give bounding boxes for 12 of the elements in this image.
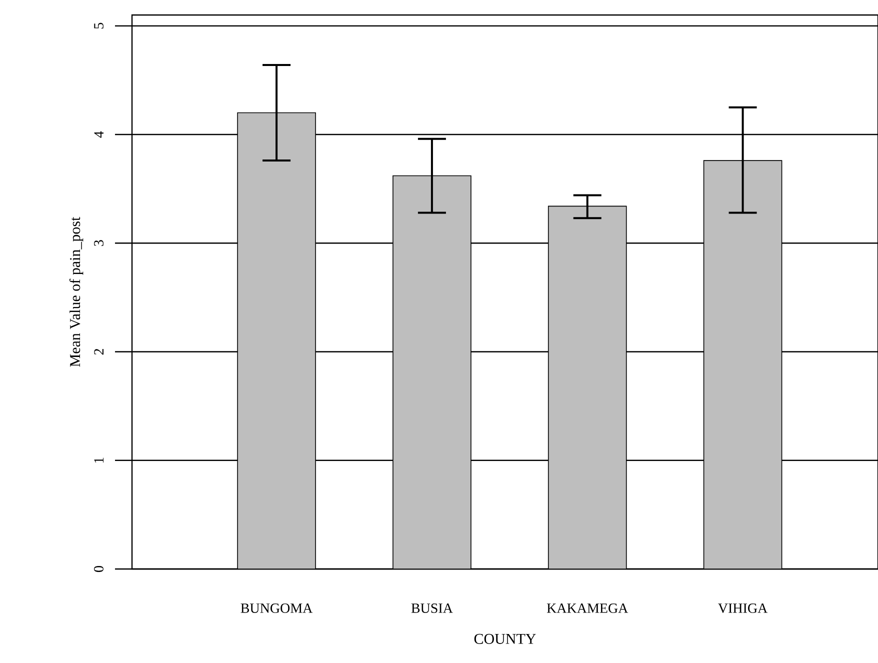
x-tick-label: BUNGOMA <box>240 604 313 613</box>
x-axis-title: COUNTY <box>474 634 536 644</box>
x-tick-label: VIHIGA <box>718 604 768 614</box>
y-tick-label: 5 <box>94 22 104 29</box>
y-tick-label: 3 <box>94 240 104 246</box>
y-tick-label: 4 <box>94 131 104 138</box>
y-tick-label: 1 <box>94 458 104 463</box>
y-tick-label: 2 <box>94 349 104 355</box>
x-tick-label: BUSIA <box>411 604 453 613</box>
y-tick-label: 0 <box>94 566 104 572</box>
x-tick-label: KAKAMEGA <box>546 604 628 613</box>
y-axis-title: Mean Value of pain_post <box>69 216 84 367</box>
